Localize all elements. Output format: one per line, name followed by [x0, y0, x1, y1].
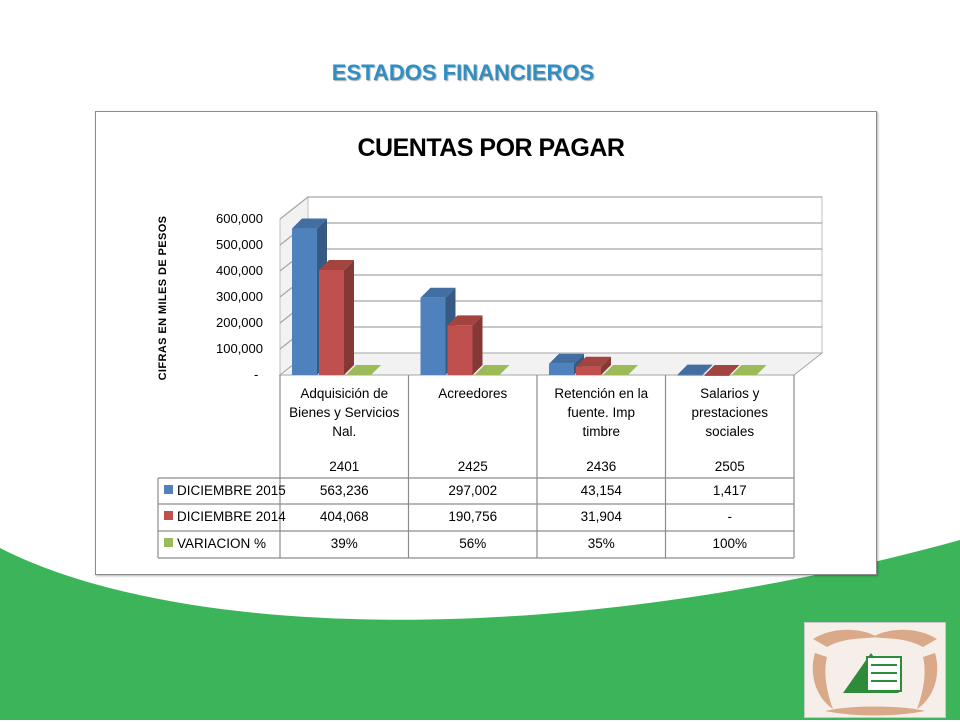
data-label: 35% [588, 536, 615, 551]
bar-top [704, 365, 740, 375]
data-label: 190,756 [448, 509, 497, 524]
data-label: 297,002 [448, 483, 497, 498]
chart-title: CUENTAS POR PAGAR [358, 134, 625, 162]
x-tick-label: prestaciones [691, 405, 768, 420]
y-tick-label: 100,000 [216, 341, 263, 356]
category-code: 2436 [586, 459, 616, 474]
bar-1-4 [677, 364, 713, 376]
chart-frame: CUENTAS POR PAGAR CIFRAS EN MILES DE PESO… [95, 111, 877, 575]
bar-2-3 [576, 356, 611, 375]
bar-flat-top [474, 365, 510, 375]
data-label: 563,236 [320, 483, 369, 498]
legend-label: VARIACION % [177, 536, 266, 551]
bar-2-2 [447, 315, 483, 375]
bar-front [549, 363, 574, 375]
x-tick-label: Acreedores [438, 386, 507, 401]
bar-top [576, 356, 611, 367]
bar-side [472, 315, 483, 375]
y-tick-label: 300,000 [216, 289, 263, 304]
legend-label: DICIEMBRE 2015 [177, 483, 286, 498]
bar-front [447, 325, 473, 375]
hands-house-logo-icon [805, 623, 945, 717]
data-label: 31,904 [581, 509, 623, 524]
bar-side [601, 356, 611, 375]
legend-swatch [164, 511, 173, 520]
bar-top [292, 218, 327, 229]
x-tick-label: Bienes y Servicios [289, 405, 400, 420]
bar-front [319, 269, 344, 375]
bar-front [704, 375, 730, 376]
bar-top [549, 353, 584, 364]
bar-flat-top [731, 365, 767, 375]
bar-3-1 [346, 365, 381, 375]
legend-label: DICIEMBRE 2014 [177, 509, 286, 524]
bar-side [344, 259, 354, 375]
bar-flat-top [603, 365, 638, 375]
data-label: - [728, 509, 733, 524]
y-tick-label: 600,000 [216, 211, 263, 226]
gridline [279, 196, 822, 220]
bar-top [319, 259, 354, 270]
data-label: 404,068 [320, 509, 369, 524]
bar-2-4 [704, 365, 740, 376]
category-code: 2425 [458, 459, 488, 474]
x-tick-label: Retención en la [554, 386, 648, 401]
x-tick-label: Adquisición de [300, 386, 388, 401]
bar-top [447, 315, 483, 326]
bar-front [677, 374, 703, 376]
x-tick-label: Nal. [332, 424, 356, 439]
bar-3-2 [474, 365, 510, 375]
y-tick-label: - [254, 367, 258, 382]
category-code: 2401 [329, 459, 359, 474]
bar-front [420, 297, 446, 375]
data-label: 39% [331, 536, 358, 551]
x-tick-label: Salarios y [700, 386, 760, 401]
data-label: 1,417 [713, 483, 747, 498]
x-tick-label: fuente. Imp [567, 405, 635, 420]
bar-front [292, 228, 317, 375]
data-label: 43,154 [581, 483, 623, 498]
y-tick-label: 400,000 [216, 263, 263, 278]
category-code: 2505 [715, 459, 745, 474]
bar-top [420, 287, 456, 298]
chart-svg: CUENTAS POR PAGAR CIFRAS EN MILES DE PESO… [157, 134, 824, 559]
x-tick-label: sociales [705, 424, 754, 439]
y-tick-label: 200,000 [216, 315, 263, 330]
data-label: 100% [712, 536, 747, 551]
data-label: 56% [459, 536, 486, 551]
bar-side [702, 364, 713, 375]
page-heading: ESTADOS FINANCIEROS [331, 60, 595, 85]
logo-box [804, 622, 946, 718]
bar-3-3 [603, 365, 638, 375]
legend-swatch [164, 485, 173, 494]
bar-3-4 [731, 365, 767, 375]
x-tick-label: timbre [582, 424, 620, 439]
bar-2-1 [319, 259, 354, 375]
bar-front [576, 366, 601, 375]
legend-swatch [164, 538, 173, 547]
y-axis-label: CIFRAS EN MILES DE PESOS [157, 216, 169, 381]
bar-flat-top [346, 365, 381, 375]
bar-top [677, 364, 713, 375]
y-tick-label: 500,000 [216, 237, 263, 252]
